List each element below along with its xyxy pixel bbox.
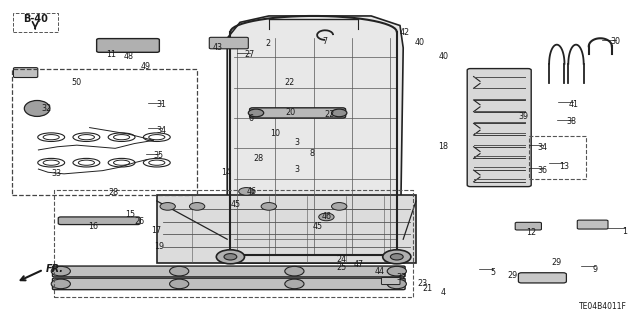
- FancyBboxPatch shape: [52, 266, 405, 277]
- FancyBboxPatch shape: [518, 273, 566, 283]
- Text: 40: 40: [438, 52, 449, 61]
- Text: 41: 41: [568, 100, 579, 109]
- Circle shape: [261, 203, 276, 210]
- Circle shape: [248, 109, 264, 117]
- Text: 20: 20: [285, 108, 296, 117]
- Circle shape: [170, 266, 189, 276]
- Text: 3: 3: [294, 165, 300, 174]
- Text: 40: 40: [414, 38, 424, 47]
- Text: 45: 45: [231, 200, 241, 209]
- Text: 42: 42: [399, 28, 410, 37]
- Circle shape: [51, 279, 70, 289]
- Text: 39: 39: [518, 112, 529, 121]
- FancyBboxPatch shape: [577, 220, 608, 229]
- Text: 22: 22: [284, 78, 294, 87]
- Text: 31: 31: [157, 100, 167, 109]
- Text: 2: 2: [265, 39, 270, 48]
- Text: 50: 50: [72, 78, 82, 87]
- Text: 38: 38: [566, 117, 577, 126]
- Circle shape: [387, 279, 406, 289]
- Text: 44: 44: [374, 267, 385, 276]
- FancyBboxPatch shape: [209, 37, 248, 49]
- Circle shape: [285, 266, 304, 276]
- Text: 21: 21: [422, 284, 433, 293]
- Text: 11: 11: [106, 50, 116, 59]
- Text: 33: 33: [51, 169, 61, 178]
- Text: TE04B4011F: TE04B4011F: [579, 302, 627, 311]
- Text: 19: 19: [154, 242, 164, 251]
- Text: 34: 34: [538, 143, 548, 152]
- Circle shape: [51, 266, 70, 276]
- Text: 29: 29: [552, 258, 562, 267]
- FancyBboxPatch shape: [13, 68, 38, 78]
- Circle shape: [224, 254, 237, 260]
- Text: 45: 45: [313, 222, 323, 231]
- Text: 25: 25: [337, 263, 347, 272]
- Text: 3: 3: [294, 138, 300, 147]
- Text: 12: 12: [526, 228, 536, 237]
- Circle shape: [390, 254, 403, 260]
- Text: 14: 14: [221, 168, 232, 177]
- Circle shape: [332, 109, 347, 117]
- Text: 28: 28: [108, 188, 118, 197]
- FancyBboxPatch shape: [515, 222, 541, 230]
- Text: 7: 7: [323, 37, 328, 46]
- Text: 34: 34: [156, 126, 166, 135]
- Text: 48: 48: [124, 52, 134, 61]
- Polygon shape: [157, 195, 416, 263]
- Text: 6: 6: [248, 114, 253, 122]
- Circle shape: [170, 279, 189, 289]
- Text: 16: 16: [88, 222, 99, 231]
- Text: 23: 23: [417, 279, 428, 288]
- FancyBboxPatch shape: [97, 39, 159, 52]
- Circle shape: [216, 250, 244, 264]
- Text: 49: 49: [141, 62, 151, 70]
- Circle shape: [383, 250, 411, 264]
- Text: 10: 10: [270, 130, 280, 138]
- Text: B-40: B-40: [23, 14, 47, 24]
- Text: 9: 9: [593, 265, 598, 274]
- Text: 30: 30: [611, 37, 621, 46]
- FancyBboxPatch shape: [250, 108, 346, 118]
- Text: 46: 46: [246, 187, 257, 196]
- FancyBboxPatch shape: [52, 278, 405, 290]
- FancyBboxPatch shape: [58, 217, 140, 225]
- Text: 27: 27: [244, 50, 255, 59]
- Text: 5: 5: [490, 268, 495, 277]
- Circle shape: [160, 203, 175, 210]
- Circle shape: [239, 188, 254, 195]
- Text: 24: 24: [337, 256, 347, 264]
- Text: 43: 43: [212, 43, 223, 52]
- Circle shape: [332, 203, 347, 210]
- Text: 4: 4: [441, 288, 446, 297]
- Text: 22: 22: [324, 110, 335, 119]
- Ellipse shape: [24, 100, 50, 116]
- FancyBboxPatch shape: [467, 69, 531, 187]
- Text: 47: 47: [353, 260, 364, 269]
- Text: 26: 26: [134, 217, 145, 226]
- Circle shape: [189, 203, 205, 210]
- Text: 17: 17: [151, 226, 161, 235]
- Circle shape: [319, 213, 334, 221]
- Text: 1: 1: [622, 227, 627, 236]
- Text: 13: 13: [559, 162, 570, 171]
- Circle shape: [285, 279, 304, 289]
- Text: 28: 28: [253, 154, 264, 163]
- Text: 29: 29: [507, 271, 517, 280]
- Text: 15: 15: [125, 210, 135, 219]
- Text: 35: 35: [154, 151, 164, 160]
- Text: 32: 32: [41, 104, 51, 113]
- FancyBboxPatch shape: [381, 278, 400, 285]
- Text: 18: 18: [438, 142, 448, 151]
- Text: 46: 46: [321, 212, 332, 221]
- Polygon shape: [227, 16, 403, 263]
- Text: 37: 37: [397, 273, 407, 282]
- Text: FR.: FR.: [46, 263, 64, 274]
- Text: 36: 36: [538, 166, 548, 175]
- Text: 8: 8: [309, 149, 314, 158]
- Circle shape: [387, 266, 406, 276]
